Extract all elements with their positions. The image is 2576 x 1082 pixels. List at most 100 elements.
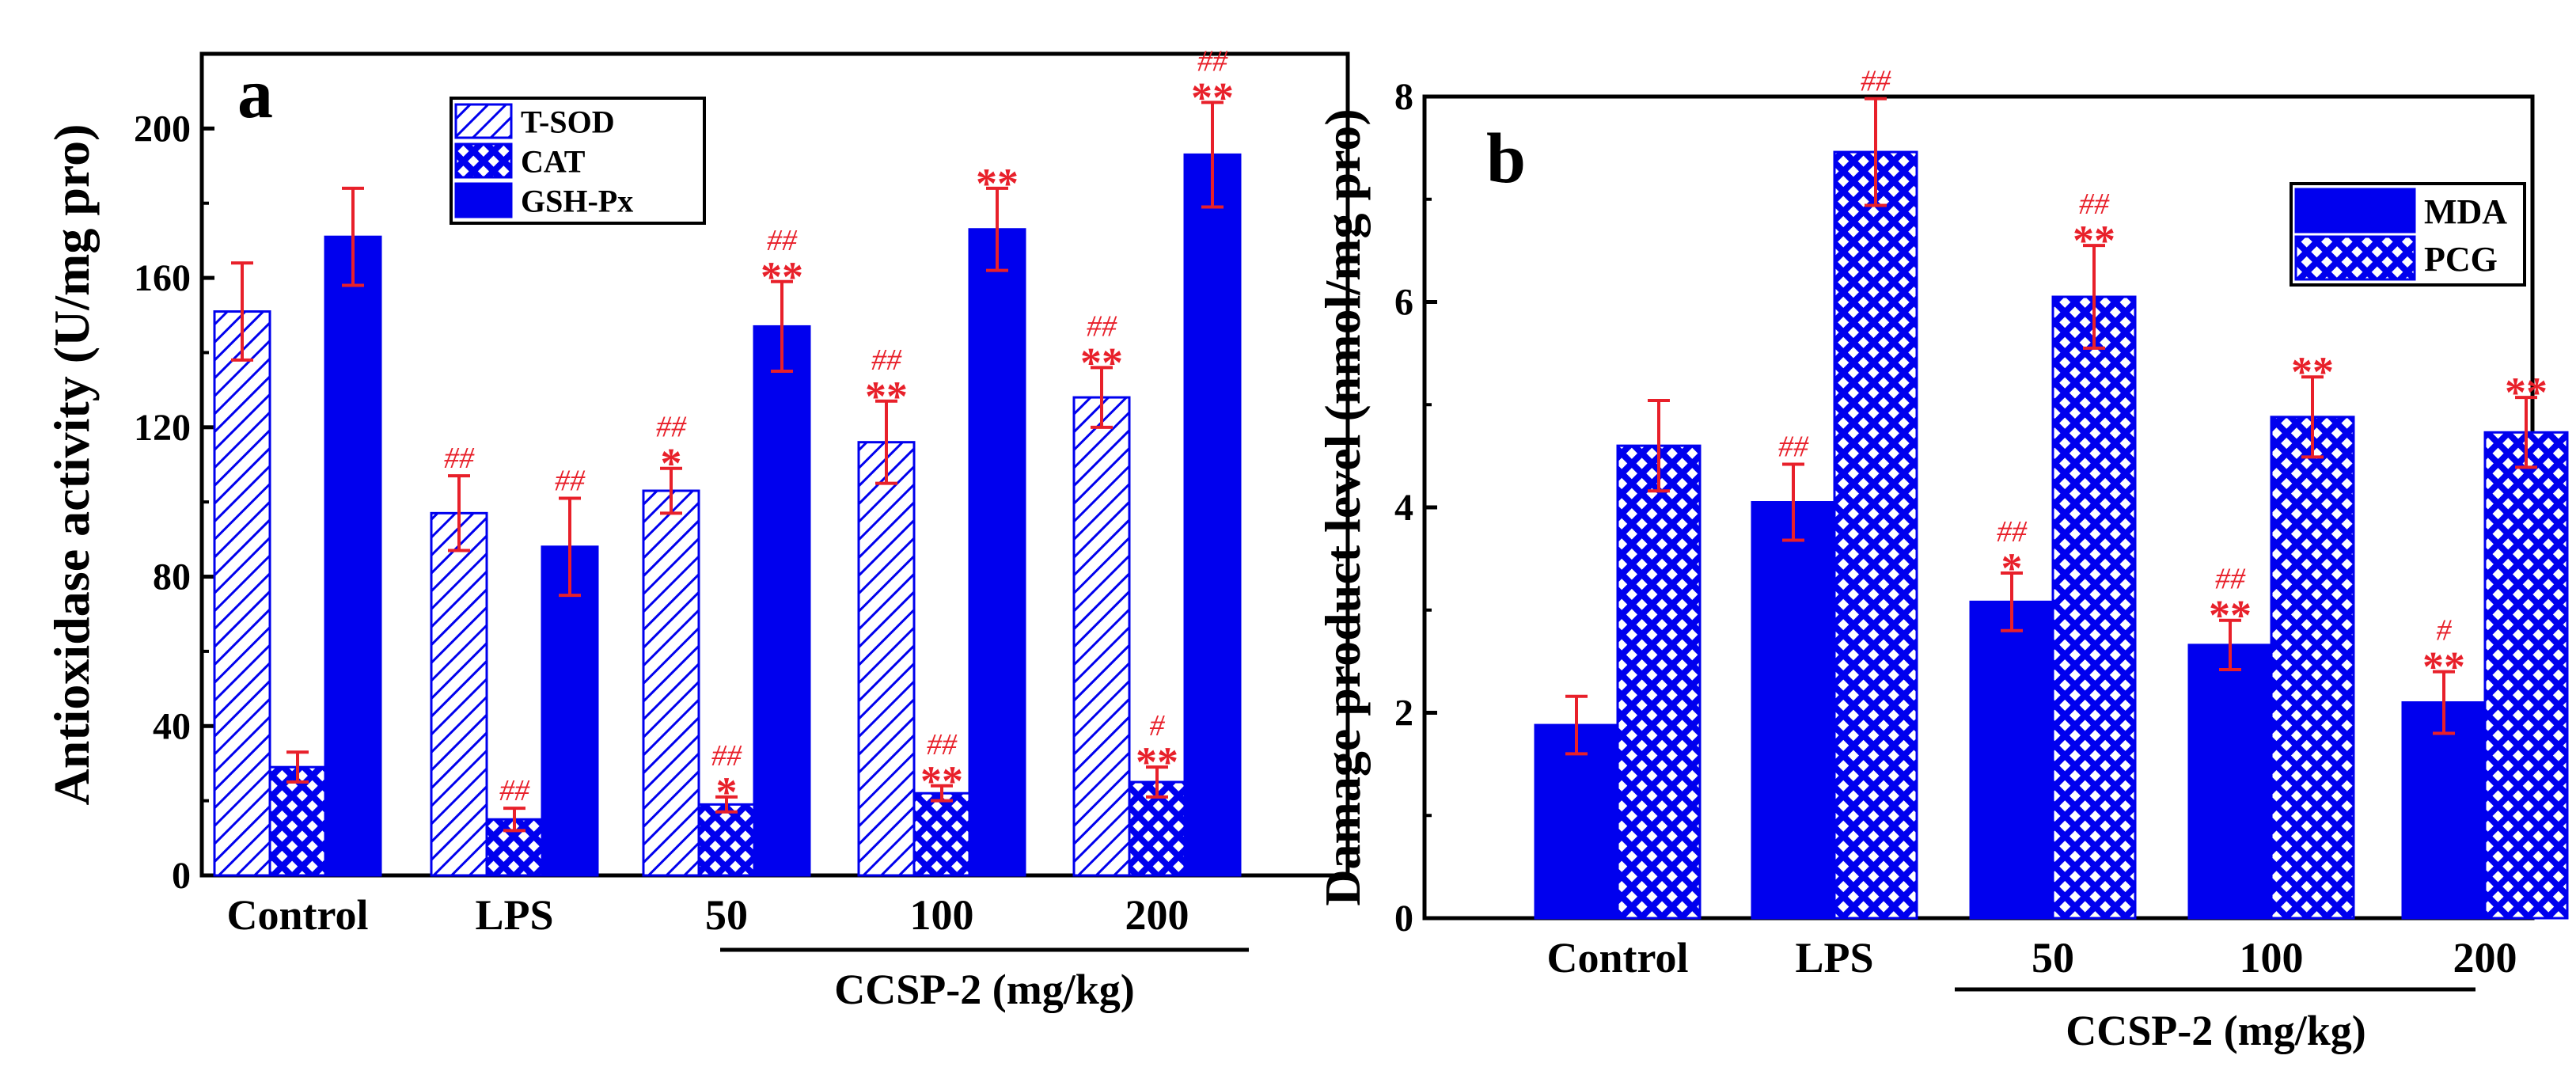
significance-hash: ## — [1861, 65, 1891, 98]
significance-hash: # — [2437, 614, 2453, 647]
significance-hash: ## — [1197, 44, 1228, 78]
bar-t-sod — [642, 489, 700, 877]
significance-hash: ## — [2215, 563, 2246, 596]
x-tick-label: 100 — [910, 891, 974, 939]
bar-pcg — [2483, 431, 2569, 920]
legend-swatch — [2294, 188, 2416, 233]
bar-gsh-px — [753, 325, 811, 877]
significance-star: ** — [2291, 348, 2334, 396]
panel-b-y-axis-label: Damage product level (nmol/mg pro) — [1315, 108, 1371, 905]
x-tick-label: 50 — [705, 891, 748, 939]
significance-hash: ## — [1997, 515, 2028, 549]
y-tick-label: 4 — [1394, 487, 1413, 529]
panel-a-label: a — [237, 55, 273, 133]
legend-swatch — [454, 142, 513, 179]
x-tick-label: LPS — [475, 891, 553, 939]
y-tick-label: 2 — [1394, 693, 1413, 735]
bar-cat — [268, 765, 327, 877]
y-tick-label: 8 — [1394, 76, 1413, 118]
y-tick-label: 0 — [1394, 898, 1413, 940]
panel-a-group-label: CCSP-2 (mg/kg) — [834, 966, 1134, 1013]
bar-gsh-px — [1183, 153, 1242, 877]
legend-swatch — [2294, 235, 2416, 281]
panel-b-label: b — [1486, 120, 1526, 198]
significance-hash: ## — [711, 739, 742, 773]
significance-star: ** — [865, 373, 908, 420]
significance-star: ** — [2209, 592, 2252, 640]
significance-star: * — [716, 769, 738, 816]
legend-swatch — [454, 182, 513, 218]
bar-pcg — [2270, 416, 2355, 920]
bar-mda — [1534, 723, 1619, 920]
significance-hash: ## — [1087, 309, 1117, 343]
significance-star: ** — [1191, 74, 1234, 121]
significance-hash: ## — [444, 442, 475, 475]
significance-star: ** — [920, 757, 963, 805]
x-tick-label: 200 — [2453, 934, 2517, 981]
y-tick-label: 40 — [153, 705, 191, 747]
significance-star: ** — [2073, 217, 2115, 264]
panel-b-bars: ####*##**##**##****#** — [1534, 65, 2569, 920]
panel-a-chart: a Antioxidase activity (U/mg pro) 0 40 80 1… — [44, 44, 1350, 1013]
x-tick-label: LPS — [1795, 934, 1873, 981]
significance-hash: # — [1150, 709, 1166, 742]
panel-a-x-tick-labels: Control LPS 50 100 200 — [226, 891, 1189, 939]
x-tick-label: 50 — [2032, 934, 2074, 981]
bar-cat — [912, 792, 971, 877]
panel-b-legend: MDA PCG — [2290, 182, 2526, 287]
significance-star: ** — [2505, 369, 2548, 416]
significance-hash: ## — [1778, 431, 1809, 464]
x-tick-label: 100 — [2240, 934, 2304, 981]
significance-hash: ## — [555, 464, 586, 497]
legend-label: PCG — [2424, 240, 2498, 279]
bar-pcg — [1616, 444, 1702, 920]
legend-label: GSH-Px — [521, 183, 633, 218]
significance-hash: ## — [871, 344, 902, 377]
bar-mda — [1751, 501, 1836, 920]
legend-label: CAT — [521, 143, 586, 179]
panel-a-bars: ###### *##*##**##**##**##****##**#**## — [213, 44, 1242, 877]
significance-star: ** — [1136, 738, 1178, 786]
significance-star: ** — [976, 160, 1019, 207]
significance-hash: ## — [927, 728, 958, 761]
y-tick-label: 6 — [1394, 282, 1413, 324]
bar-gsh-px — [968, 228, 1026, 877]
y-tick-label: 80 — [153, 556, 191, 598]
x-tick-label: Control — [1546, 934, 1688, 981]
bar-mda — [2187, 644, 2273, 920]
bar-gsh-px — [541, 545, 599, 877]
legend-label: MDA — [2424, 192, 2507, 231]
significance-star: * — [661, 440, 682, 488]
significance-star: ** — [761, 253, 803, 301]
significance-hash: ## — [2079, 188, 2110, 221]
panel-a-y-axis-label: Antioxidase activity (U/mg pro) — [44, 124, 100, 806]
y-tick-label: 120 — [134, 407, 191, 449]
panel-a-legend: T-SOD CAT GSH-Px — [450, 97, 706, 225]
significance-star: ** — [2422, 644, 2465, 691]
bar-t-sod — [430, 511, 488, 877]
bar-t-sod — [213, 310, 271, 877]
bar-gsh-px — [324, 235, 382, 877]
bar-t-sod — [1072, 396, 1131, 877]
bar-t-sod — [857, 441, 916, 877]
x-tick-label: Control — [226, 891, 368, 939]
panel-b-chart: b Damage product level (nmol/mg pro) 0 2 4… — [1315, 65, 2569, 1054]
y-tick-label: 200 — [134, 108, 191, 150]
panel-b-group-label: CCSP-2 (mg/kg) — [2066, 1007, 2365, 1054]
y-tick-label: 0 — [172, 855, 191, 897]
bar-mda — [2401, 701, 2487, 920]
significance-star: * — [2001, 545, 2023, 592]
x-tick-label: 200 — [1125, 891, 1189, 939]
legend-label: T-SOD — [521, 104, 615, 139]
bar-pcg — [1833, 150, 1918, 920]
significance-hash: ## — [767, 224, 798, 257]
bar-mda — [1969, 600, 2054, 920]
legend-swatch — [454, 103, 513, 139]
significance-star: ** — [1080, 339, 1123, 386]
panel-a-y-ticks: 0 40 80 120 160 200 — [134, 108, 214, 897]
bar-pcg — [2051, 295, 2137, 920]
panel-b-y-ticks: 0 2 4 6 8 — [1394, 76, 1437, 940]
significance-hash: ## — [499, 774, 530, 807]
y-tick-label: 160 — [134, 257, 191, 299]
